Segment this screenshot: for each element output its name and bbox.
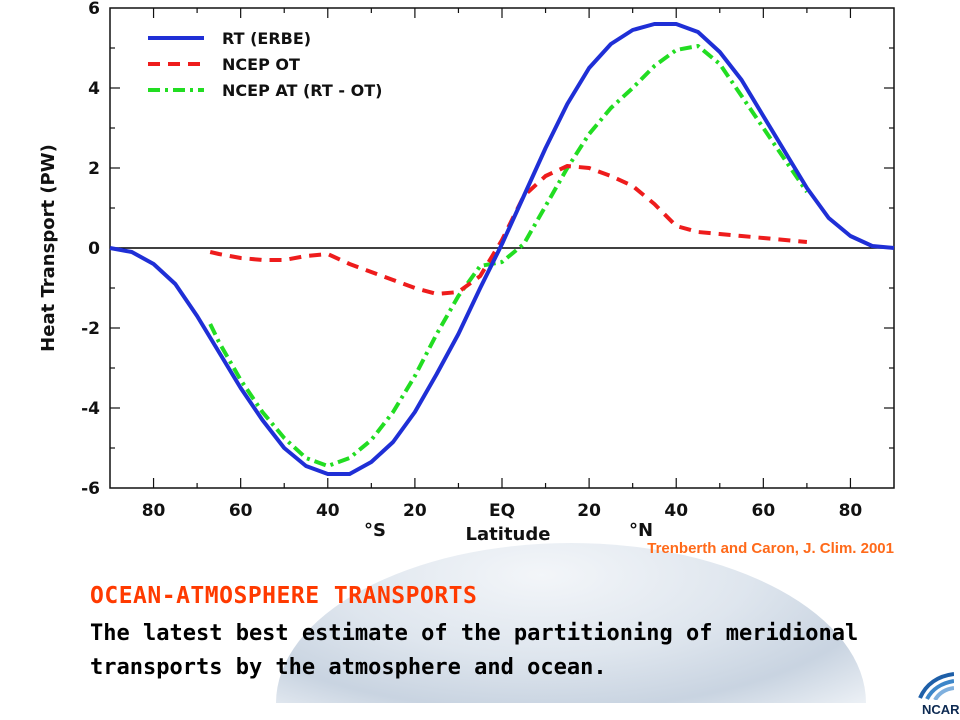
legend-label: NCEP AT (RT - OT) [222, 81, 382, 100]
x-axis-title: Latitude [466, 524, 551, 545]
ncar-logo: NCAR [900, 672, 960, 720]
x-tick-label: EQ [489, 501, 515, 521]
y-tick-label: -4 [81, 399, 100, 419]
y-axis-title: Heat Transport (PW) [38, 144, 59, 352]
series-line-0 [109, 22, 895, 476]
citation: Trenberth and Caron, J. Clim. 2001 [647, 540, 894, 557]
legend-label: NCEP OT [222, 55, 300, 74]
x-tick-label: 20 [577, 501, 601, 521]
south-label: °S [364, 520, 386, 541]
y-tick-label: 2 [88, 159, 100, 179]
y-tick-label: 4 [88, 79, 100, 99]
ncar-logo-icon [918, 672, 954, 700]
y-tick-label: -2 [81, 319, 100, 339]
legend: RT (ERBE) NCEP OT NCEP AT (RT - OT) [148, 29, 382, 100]
y-tick-label: 6 [88, 0, 100, 19]
headline: OCEAN-ATMOSPHERE TRANSPORTS [90, 583, 478, 609]
x-tick-label: 20 [403, 501, 427, 521]
y-tick-label: 0 [88, 239, 100, 259]
x-tick-label: 80 [142, 501, 166, 521]
x-tick-label: 60 [229, 501, 253, 521]
x-tick-label: 80 [839, 501, 863, 521]
north-label: °N [629, 520, 653, 541]
legend-label: RT (ERBE) [222, 29, 311, 48]
heat-transport-chart: 80 60 40 20 EQ 20 40 60 80 -6 -4 -2 0 2 4 6 Latitude °… [38, 0, 895, 545]
caption: The latest best estimate of the partitio… [90, 621, 859, 680]
y-tick-label: -6 [81, 479, 100, 499]
ncar-logo-text: NCAR [922, 702, 960, 717]
x-tick-label: 40 [316, 501, 340, 521]
x-tick-label: 60 [751, 501, 775, 521]
series-line-2 [208, 44, 809, 468]
x-tick-label: 40 [664, 501, 688, 521]
